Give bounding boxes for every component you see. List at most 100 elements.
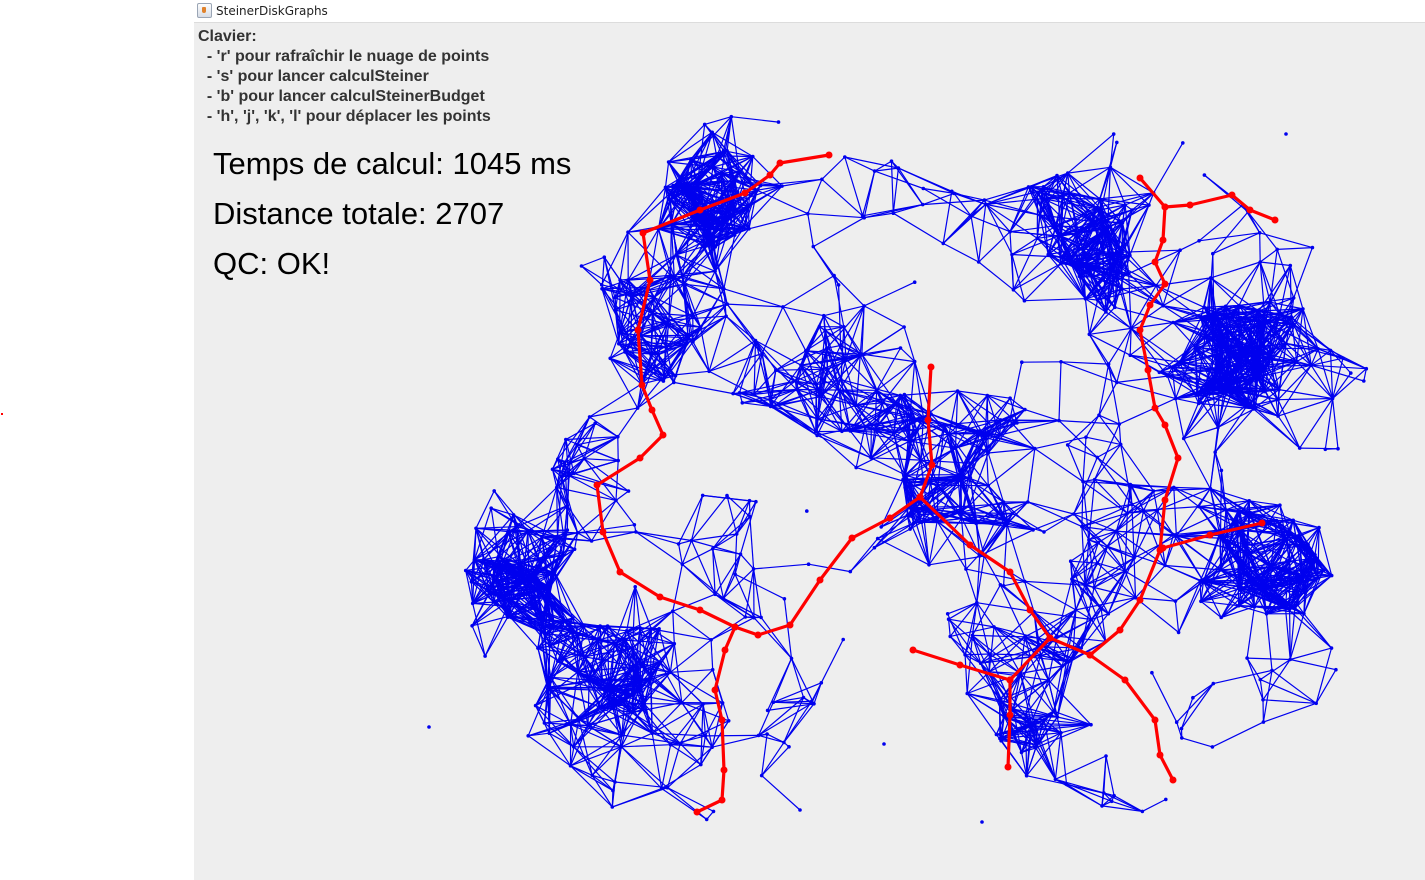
disk-graph-plot <box>427 114 1369 824</box>
graph-edge <box>1220 569 1244 574</box>
graph-edge <box>964 654 981 664</box>
graph-edge <box>624 351 665 377</box>
graph-edge <box>1107 228 1118 278</box>
graph-edge <box>1130 285 1157 329</box>
graph-edge <box>1094 423 1120 480</box>
graph-edge <box>583 423 596 459</box>
graph-edge <box>537 647 550 688</box>
graph-edge <box>542 532 578 538</box>
graph-edge <box>1119 398 1176 425</box>
graph-edge <box>566 462 571 506</box>
graph-edge <box>1223 376 1259 394</box>
graph-edge <box>1085 298 1098 301</box>
graph-node <box>671 183 675 188</box>
graph-edge <box>584 625 627 632</box>
graph-edge <box>805 350 862 355</box>
graph-edge <box>732 202 750 230</box>
graph-edge <box>549 625 608 647</box>
graph-node <box>1155 508 1160 513</box>
graph-edge <box>473 508 492 561</box>
graph-edge <box>749 516 755 569</box>
graph-edge <box>557 458 575 474</box>
graph-edge <box>1299 398 1334 449</box>
graph-edge <box>1079 254 1131 277</box>
graph-edge <box>1171 366 1213 388</box>
graph-edge <box>548 686 580 720</box>
graph-edge <box>668 131 713 163</box>
graph-edge <box>1311 364 1364 382</box>
graph-edge <box>1203 351 1231 391</box>
graph-edge <box>874 160 892 172</box>
graph-edge <box>1135 597 1179 633</box>
title-bar[interactable]: SteinerDiskGraphs <box>194 0 1425 23</box>
graph-edge <box>1203 277 1212 308</box>
graph-edge <box>773 406 818 420</box>
graph-edge <box>731 116 779 123</box>
graph-edge <box>1030 679 1049 724</box>
graph-edge <box>554 572 574 619</box>
graph-edge <box>734 573 785 600</box>
drawing-canvas[interactable] <box>194 23 1425 880</box>
graph-edge <box>583 625 603 680</box>
graph-edge <box>1217 391 1265 428</box>
graph-edge <box>589 416 619 438</box>
java-coffee-icon[interactable] <box>197 3 212 18</box>
graph-edge <box>1023 263 1062 302</box>
graph-edge <box>1133 510 1145 559</box>
graph-edge <box>900 347 916 363</box>
graph-edge <box>1270 599 1296 609</box>
graph-edge <box>566 505 579 534</box>
graph-edge <box>1099 198 1102 210</box>
graph-edge <box>874 522 914 549</box>
graph-edge <box>1044 719 1092 726</box>
graph-edge <box>557 642 615 662</box>
graph-edge <box>1120 444 1154 492</box>
graph-edge <box>1055 225 1062 237</box>
graph-edge <box>1071 542 1099 580</box>
graph-edge <box>1176 535 1229 549</box>
graph-node <box>1125 511 1130 515</box>
graph-edge <box>824 330 842 380</box>
graph-edge <box>761 746 790 777</box>
graph-edge <box>1116 277 1132 329</box>
graph-edge <box>1110 269 1157 287</box>
graph-edge <box>761 353 774 407</box>
graph-edge <box>1202 581 1222 618</box>
graph-edge <box>587 725 623 736</box>
graph-edge <box>722 568 755 599</box>
graph-edge <box>723 597 755 619</box>
graph-edge <box>1259 555 1312 591</box>
graph-edge <box>1097 288 1123 301</box>
graph-node <box>1274 518 1279 523</box>
graph-edge <box>704 116 732 125</box>
graph-edge <box>475 528 495 566</box>
graph-edge <box>670 703 704 746</box>
graph-edge <box>697 132 713 184</box>
graph-edge <box>1310 364 1334 399</box>
graph-edge <box>969 432 980 478</box>
graph-edge <box>1179 240 1200 251</box>
graph-edge <box>1194 346 1225 394</box>
graph-edge <box>947 602 978 615</box>
graph-edge <box>493 536 543 566</box>
graph-node <box>854 465 858 470</box>
graph-node <box>1294 359 1299 364</box>
graph-edge <box>578 718 623 736</box>
graph-edge <box>1131 504 1135 558</box>
graph-edge <box>1055 193 1071 226</box>
graph-edge <box>1128 273 1164 307</box>
graph-edge <box>1090 570 1126 620</box>
graph-node <box>555 535 560 540</box>
graph-node <box>572 547 577 551</box>
graph-edge <box>942 203 987 244</box>
graph-edge <box>840 379 851 432</box>
graph-edge <box>1179 317 1202 363</box>
graph-node <box>746 204 751 209</box>
graph-edge <box>565 436 618 441</box>
graph-node <box>661 379 666 383</box>
graph-node <box>1055 634 1059 638</box>
graph-edge <box>681 276 689 338</box>
graph-edge <box>1039 214 1078 234</box>
graph-edge <box>513 514 543 538</box>
graph-edge <box>909 482 960 514</box>
